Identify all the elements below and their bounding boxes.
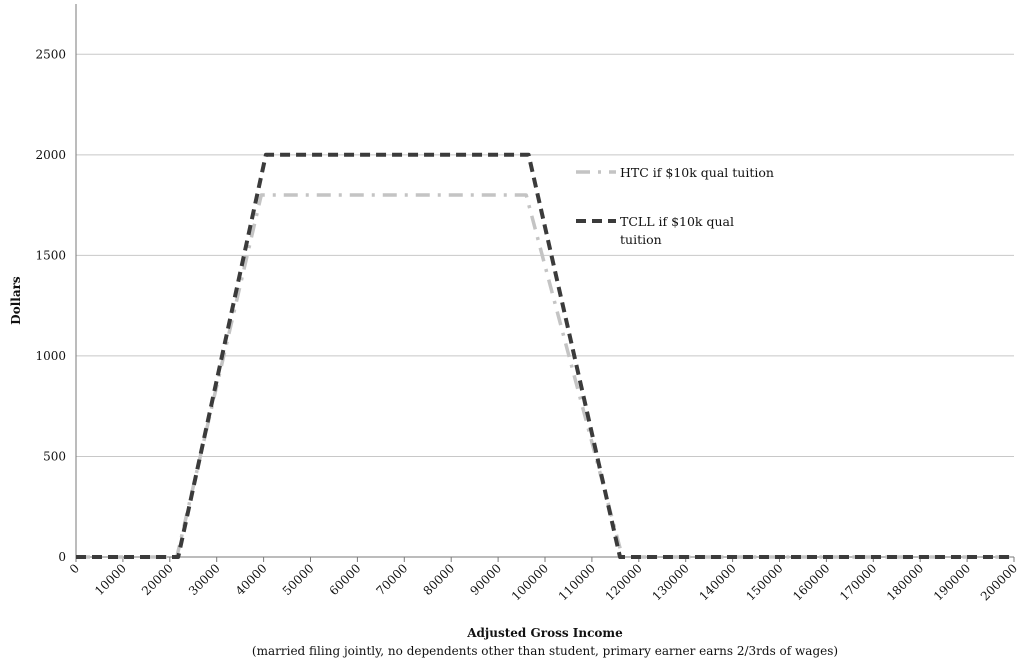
x-tick-label: 190000: [931, 561, 973, 603]
x-tick-label: 140000: [696, 561, 738, 603]
y-axis-title: Dollars: [9, 276, 23, 325]
x-tick-label: 30000: [186, 561, 223, 598]
x-tick-label: 100000: [509, 561, 551, 603]
y-tick-label: 1000: [35, 349, 66, 363]
x-axis-title: Adjusted Gross Income: [466, 626, 623, 640]
x-tick-label: 180000: [884, 561, 926, 603]
y-tick-label: 0: [58, 550, 66, 564]
legend-label: tuition: [620, 232, 662, 247]
x-tick-label: 40000: [233, 561, 270, 598]
x-tick-label: 160000: [790, 561, 832, 603]
legend: HTC if $10k qual tuition TCLL if $10k qua…: [576, 165, 774, 247]
legend-label: HTC if $10k qual tuition: [620, 165, 774, 180]
x-tick-label: 200000: [978, 561, 1020, 603]
x-tick-label: 60000: [327, 561, 364, 598]
x-tick-label: 110000: [556, 561, 598, 603]
series-line: [76, 193, 1014, 559]
x-tick-label: 10000: [92, 561, 129, 598]
y-tick-label: 500: [43, 449, 66, 463]
y-tick-label: 2000: [35, 148, 66, 162]
x-tick-label: 150000: [743, 561, 785, 603]
series-line: [76, 152, 1014, 559]
legend-label: TCLL if $10k qual: [620, 214, 734, 229]
series-lines: [76, 152, 1014, 559]
x-tick-label: 120000: [603, 561, 645, 603]
y-tick-label: 1500: [35, 248, 66, 262]
x-tick-label: 90000: [467, 561, 504, 598]
x-tick-label: 80000: [420, 561, 457, 598]
axes: [75, 4, 1015, 562]
y-tick-label: 2500: [35, 47, 66, 61]
x-tick-label: 0: [67, 561, 82, 576]
x-tick-label: 70000: [374, 561, 411, 598]
y-tick-labels: 0 500 1000 1500 2000 2500: [35, 47, 66, 564]
x-tick-label: 170000: [837, 561, 879, 603]
x-tick-label: 20000: [139, 561, 176, 598]
x-tick-label: 50000: [280, 561, 317, 598]
x-tick-label: 130000: [650, 561, 692, 603]
x-axis-note: (married filing jointly, no dependents o…: [252, 644, 838, 658]
x-tick-labels: 0 10000 20000 30000 40000 50000 60000 70000 8000…: [67, 561, 1020, 603]
gridlines: [76, 53, 1014, 457]
